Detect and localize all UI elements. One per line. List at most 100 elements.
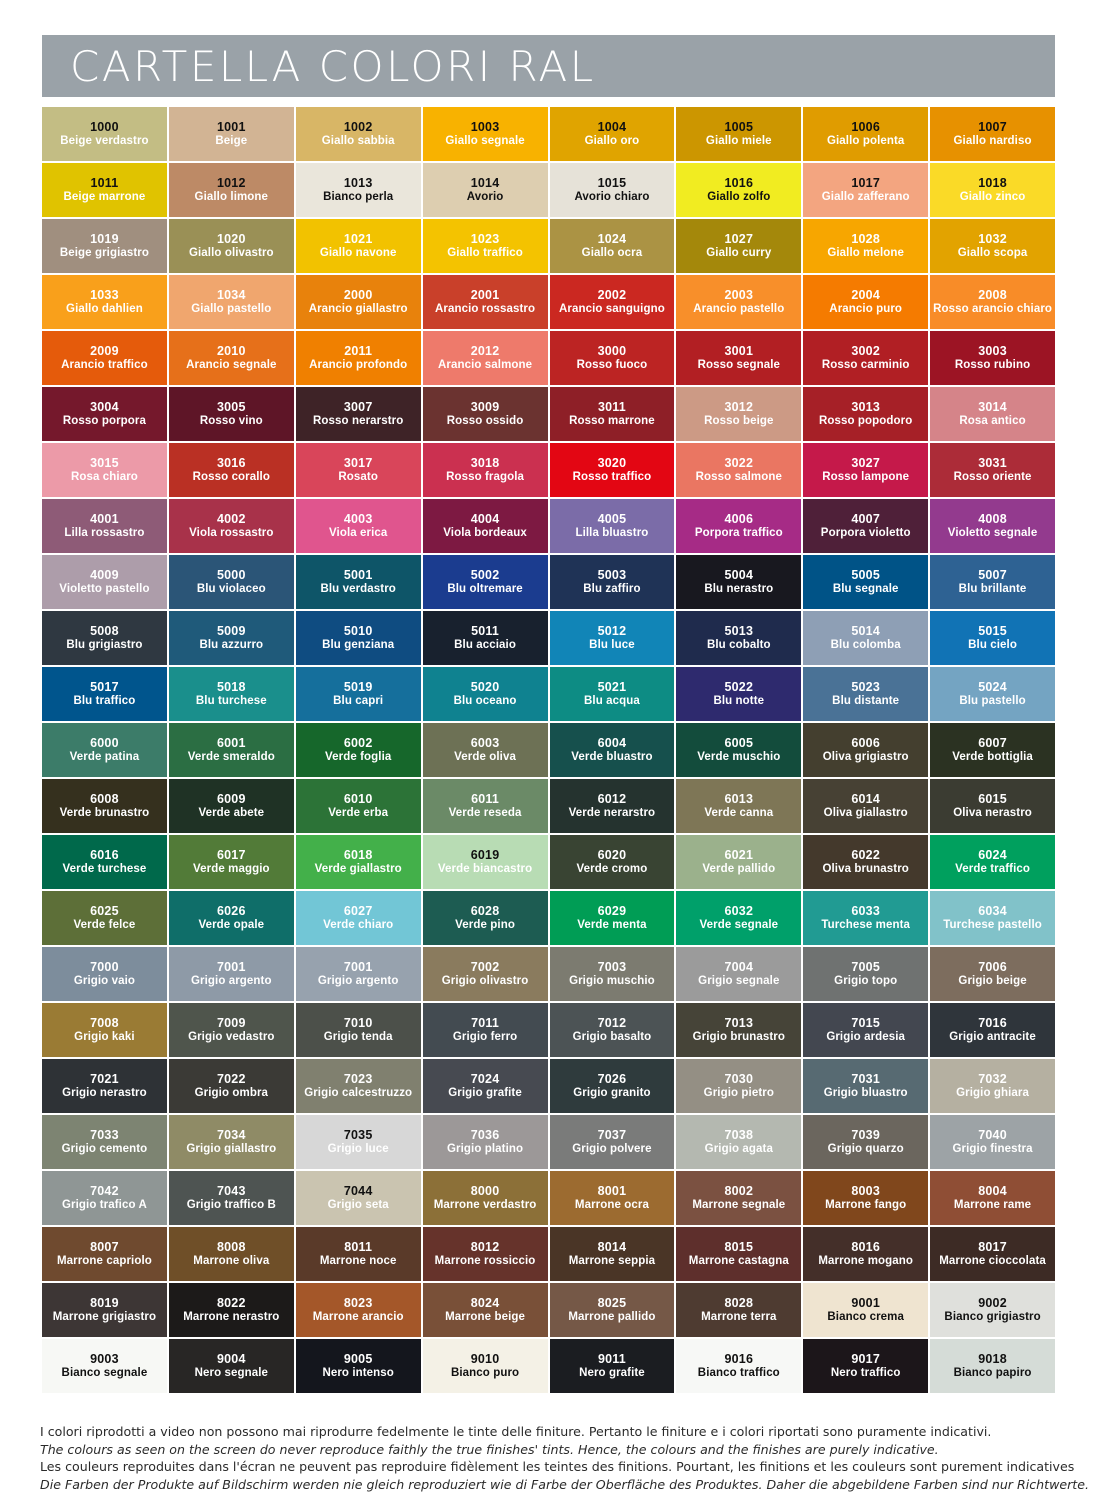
color-swatch[interactable]: 6017 Verde maggio bbox=[168, 835, 294, 889]
color-swatch[interactable]: 3007 Rosso nerarstro bbox=[295, 387, 421, 441]
color-swatch[interactable]: 7005 Grigio topo bbox=[803, 947, 929, 1001]
color-swatch[interactable]: 6025 Verde felce bbox=[42, 891, 167, 945]
color-swatch[interactable]: 7040 Grigio finestra bbox=[930, 1115, 1055, 1169]
color-swatch[interactable]: 1017 Giallo zafferano bbox=[803, 163, 929, 217]
color-swatch[interactable]: 7001 Grigio argento bbox=[295, 947, 421, 1001]
color-swatch[interactable]: 1021 Giallo navone bbox=[295, 219, 421, 273]
color-swatch[interactable]: 5003 Blu zaffiro bbox=[549, 555, 675, 609]
color-swatch[interactable]: 6003 Verde oliva bbox=[422, 723, 548, 777]
color-swatch[interactable]: 5021 Blu acqua bbox=[549, 667, 675, 721]
color-swatch[interactable]: 6007 Verde bottiglia bbox=[930, 723, 1055, 777]
color-swatch[interactable]: 7008 Grigio kaki bbox=[42, 1003, 167, 1057]
color-swatch[interactable]: 5010 Blu genziana bbox=[295, 611, 421, 665]
color-swatch[interactable]: 7032 Grigio ghiara bbox=[930, 1059, 1055, 1113]
color-swatch[interactable]: 6033 Turchese menta bbox=[803, 891, 929, 945]
color-swatch[interactable]: 3005 Rosso vino bbox=[168, 387, 294, 441]
color-swatch[interactable]: 6011 Verde reseda bbox=[422, 779, 548, 833]
color-swatch[interactable]: 1019 Beige grigiastro bbox=[42, 219, 167, 273]
color-swatch[interactable]: 7044 Grigio seta bbox=[295, 1171, 421, 1225]
color-swatch[interactable]: 8017 Marrone cioccolata bbox=[930, 1227, 1055, 1281]
color-swatch[interactable]: 6010 Verde erba bbox=[295, 779, 421, 833]
color-swatch[interactable]: 7031 Grigio bluastro bbox=[803, 1059, 929, 1113]
color-swatch[interactable]: 8001 Marrone ocra bbox=[549, 1171, 675, 1225]
color-swatch[interactable]: 5005 Blu segnale bbox=[803, 555, 929, 609]
color-swatch[interactable]: 6000 Verde patina bbox=[42, 723, 167, 777]
color-swatch[interactable]: 5015 Blu cielo bbox=[930, 611, 1055, 665]
color-swatch[interactable]: 4003 Viola erica bbox=[295, 499, 421, 553]
color-swatch[interactable]: 5002 Blu oltremare bbox=[422, 555, 548, 609]
color-swatch[interactable]: 6013 Verde canna bbox=[676, 779, 802, 833]
color-swatch[interactable]: 2009 Arancio traffico bbox=[42, 331, 167, 385]
color-swatch[interactable]: 1016 Giallo zolfo bbox=[676, 163, 802, 217]
color-swatch[interactable]: 9003 Bianco segnale bbox=[42, 1339, 167, 1393]
color-swatch[interactable]: 2011 Arancio profondo bbox=[295, 331, 421, 385]
color-swatch[interactable]: 6009 Verde abete bbox=[168, 779, 294, 833]
color-swatch[interactable]: 9010 Bianco puro bbox=[422, 1339, 548, 1393]
color-swatch[interactable]: 3004 Rosso porpora bbox=[42, 387, 167, 441]
color-swatch[interactable]: 5011 Blu acciaio bbox=[422, 611, 548, 665]
color-swatch[interactable]: 7034 Grigio giallastro bbox=[168, 1115, 294, 1169]
color-swatch[interactable]: 6001 Verde smeraldo bbox=[168, 723, 294, 777]
color-swatch[interactable]: 6018 Verde giallastro bbox=[295, 835, 421, 889]
color-swatch[interactable]: 5024 Blu pastello bbox=[930, 667, 1055, 721]
color-swatch[interactable]: 5012 Blu luce bbox=[549, 611, 675, 665]
color-swatch[interactable]: 7036 Grigio platino bbox=[422, 1115, 548, 1169]
color-swatch[interactable]: 2012 Arancio salmone bbox=[422, 331, 548, 385]
color-swatch[interactable]: 7033 Grigio cemento bbox=[42, 1115, 167, 1169]
color-swatch[interactable]: 7022 Grigio ombra bbox=[168, 1059, 294, 1113]
color-swatch[interactable]: 3016 Rosso corallo bbox=[168, 443, 294, 497]
color-swatch[interactable]: 7026 Grigio granito bbox=[549, 1059, 675, 1113]
color-swatch[interactable]: 7013 Grigio brunastro bbox=[676, 1003, 802, 1057]
color-swatch[interactable]: 8028 Marrone terra bbox=[676, 1283, 802, 1337]
color-swatch[interactable]: 1014 Avorio bbox=[422, 163, 548, 217]
color-swatch[interactable]: 6027 Verde chiaro bbox=[295, 891, 421, 945]
color-swatch[interactable]: 9002 Bianco grigiastro bbox=[930, 1283, 1055, 1337]
color-swatch[interactable]: 5004 Blu nerastro bbox=[676, 555, 802, 609]
color-swatch[interactable]: 1004 Giallo oro bbox=[549, 107, 675, 161]
color-swatch[interactable]: 3000 Rosso fuoco bbox=[549, 331, 675, 385]
color-swatch[interactable]: 7004 Grigio segnale bbox=[676, 947, 802, 1001]
color-swatch[interactable]: 5013 Blu cobalto bbox=[676, 611, 802, 665]
color-swatch[interactable]: 7043 Grigio traffico B bbox=[168, 1171, 294, 1225]
color-swatch[interactable]: 7011 Grigio ferro bbox=[422, 1003, 548, 1057]
color-swatch[interactable]: 1018 Giallo zinco bbox=[930, 163, 1055, 217]
color-swatch[interactable]: 6008 Verde brunastro bbox=[42, 779, 167, 833]
color-swatch[interactable]: 5017 Blu traffico bbox=[42, 667, 167, 721]
color-swatch[interactable]: 6014 Oliva giallastro bbox=[803, 779, 929, 833]
color-swatch[interactable]: 6002 Verde foglia bbox=[295, 723, 421, 777]
color-swatch[interactable]: 1012 Giallo limone bbox=[168, 163, 294, 217]
color-swatch[interactable]: 9011 Nero grafite bbox=[549, 1339, 675, 1393]
color-swatch[interactable]: 5023 Blu distante bbox=[803, 667, 929, 721]
color-swatch[interactable]: 4002 Viola rossastro bbox=[168, 499, 294, 553]
color-swatch[interactable]: 1011 Beige marrone bbox=[42, 163, 167, 217]
color-swatch[interactable]: 7035 Grigio luce bbox=[295, 1115, 421, 1169]
color-swatch[interactable]: 8024 Marrone beige bbox=[422, 1283, 548, 1337]
color-swatch[interactable]: 6026 Verde opale bbox=[168, 891, 294, 945]
color-swatch[interactable]: 2010 Arancio segnale bbox=[168, 331, 294, 385]
color-swatch[interactable]: 6022 Oliva brunastro bbox=[803, 835, 929, 889]
color-swatch[interactable]: 5007 Blu brillante bbox=[930, 555, 1055, 609]
color-swatch[interactable]: 8004 Marrone rame bbox=[930, 1171, 1055, 1225]
color-swatch[interactable]: 2008 Rosso arancio chiaro bbox=[930, 275, 1055, 329]
color-swatch[interactable]: 8011 Marrone noce bbox=[295, 1227, 421, 1281]
color-swatch[interactable]: 5000 Blu violaceo bbox=[168, 555, 294, 609]
color-swatch[interactable]: 6029 Verde menta bbox=[549, 891, 675, 945]
color-swatch[interactable]: 7002 Grigio olivastro bbox=[422, 947, 548, 1001]
color-swatch[interactable]: 3031 Rosso oriente bbox=[930, 443, 1055, 497]
color-swatch[interactable]: 6024 Verde traffico bbox=[930, 835, 1055, 889]
color-swatch[interactable]: 8007 Marrone capriolo bbox=[42, 1227, 167, 1281]
color-swatch[interactable]: 5009 Blu azzurro bbox=[168, 611, 294, 665]
color-swatch[interactable]: 2002 Arancio sanguigno bbox=[549, 275, 675, 329]
color-swatch[interactable]: 2000 Arancio giallastro bbox=[295, 275, 421, 329]
color-swatch[interactable]: 5014 Blu colomba bbox=[803, 611, 929, 665]
color-swatch[interactable]: 4005 Lilla bluastro bbox=[549, 499, 675, 553]
color-swatch[interactable]: 8015 Marrone castagna bbox=[676, 1227, 802, 1281]
color-swatch[interactable]: 5020 Blu oceano bbox=[422, 667, 548, 721]
color-swatch[interactable]: 7003 Grigio muschio bbox=[549, 947, 675, 1001]
color-swatch[interactable]: 6034 Turchese pastello bbox=[930, 891, 1055, 945]
color-swatch[interactable]: 1020 Giallo olivastro bbox=[168, 219, 294, 273]
color-swatch[interactable]: 6016 Verde turchese bbox=[42, 835, 167, 889]
color-swatch[interactable]: 6020 Verde cromo bbox=[549, 835, 675, 889]
color-swatch[interactable]: 8002 Marrone segnale bbox=[676, 1171, 802, 1225]
color-swatch[interactable]: 8023 Marrone arancio bbox=[295, 1283, 421, 1337]
